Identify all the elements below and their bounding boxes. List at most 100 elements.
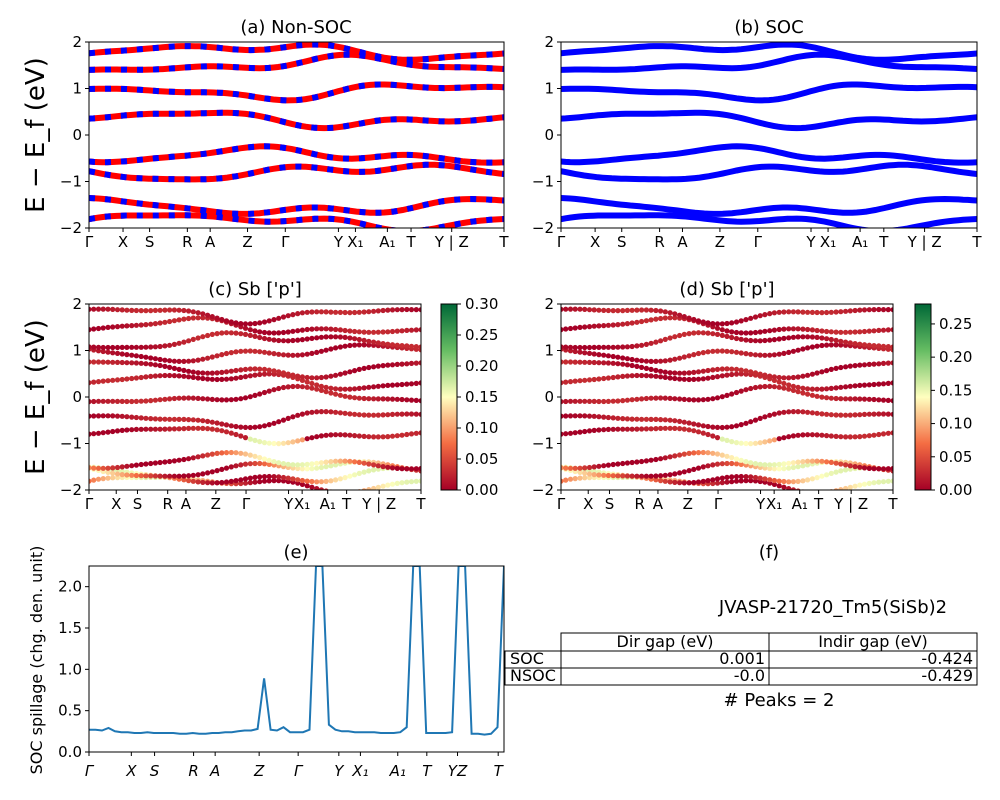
d-point	[719, 366, 725, 372]
d-point	[790, 487, 796, 490]
c-point	[361, 460, 367, 466]
c-point	[304, 351, 310, 357]
d-point	[596, 376, 602, 382]
d-point	[724, 366, 730, 372]
d-point	[833, 412, 839, 418]
c-point	[186, 338, 192, 344]
c-point	[304, 336, 310, 342]
c-xtick-label: A	[181, 495, 192, 513]
c-point	[223, 376, 230, 382]
a-xtick-label: Γ	[85, 233, 94, 251]
c-point	[261, 319, 268, 325]
d-point	[620, 473, 626, 479]
d-point	[653, 316, 659, 322]
c-point	[205, 355, 211, 361]
a-band-line	[89, 81, 504, 104]
d-point	[738, 461, 744, 467]
d-point	[577, 465, 583, 471]
d-point	[843, 434, 849, 440]
d-point	[710, 462, 716, 468]
d-point	[710, 331, 716, 337]
c-point	[186, 417, 192, 423]
d-point	[610, 473, 616, 479]
c-point	[323, 347, 329, 353]
d-point	[672, 311, 678, 317]
c-point	[290, 439, 296, 445]
c-point	[261, 389, 268, 396]
c-point	[110, 465, 116, 471]
c-point	[371, 308, 377, 314]
c-point	[162, 426, 168, 432]
d-point	[615, 354, 621, 360]
d-point	[852, 483, 858, 489]
c-point	[91, 465, 97, 471]
c-point	[228, 397, 234, 403]
c-point	[100, 465, 106, 471]
d-point	[795, 347, 801, 353]
d-point	[838, 487, 844, 490]
d-point	[724, 320, 730, 327]
c-point	[408, 411, 415, 417]
c-point	[219, 428, 225, 434]
d-point	[828, 336, 834, 343]
a-xtick-label: X	[118, 233, 128, 251]
c-point	[200, 375, 206, 382]
c-point	[143, 354, 149, 360]
d-point	[643, 373, 650, 379]
c-point	[214, 397, 220, 403]
d-point	[634, 426, 640, 432]
d-point	[861, 481, 868, 487]
c-point	[89, 399, 92, 405]
d-point	[733, 349, 740, 355]
d-point	[857, 396, 863, 402]
d-point	[686, 397, 692, 403]
c-point	[114, 413, 121, 419]
d-point	[667, 335, 673, 341]
d-point	[880, 466, 887, 472]
d-colorbar-label: 0.20	[939, 348, 972, 366]
a-ytick-label: −1	[60, 173, 82, 191]
d-point	[643, 458, 650, 464]
d-point	[871, 411, 877, 417]
c-point	[200, 315, 206, 321]
c-point	[337, 327, 343, 333]
d-point	[776, 461, 782, 467]
d-point	[639, 307, 645, 313]
d-point	[563, 326, 569, 332]
c-point	[181, 339, 187, 345]
d-point	[582, 475, 588, 481]
c-point	[195, 417, 201, 423]
d-point	[729, 371, 735, 378]
c-point	[271, 317, 277, 323]
d-point	[667, 370, 673, 376]
d-point	[677, 470, 683, 476]
c-point	[333, 309, 339, 315]
c-point	[91, 477, 97, 483]
d-point	[695, 479, 702, 485]
d-point	[686, 370, 692, 376]
d-point	[714, 395, 721, 401]
d-point	[857, 362, 863, 368]
d-point	[710, 396, 716, 402]
c-point	[195, 479, 201, 485]
d-point	[653, 358, 659, 364]
d-point	[771, 411, 778, 417]
a-ytick-label: −2	[60, 219, 82, 237]
c-point	[342, 343, 348, 349]
d-point	[885, 344, 891, 350]
d-point	[586, 471, 593, 477]
c-point	[200, 425, 206, 431]
c-point	[385, 482, 391, 488]
c-point	[176, 416, 182, 422]
b-xtick-label: R	[654, 233, 664, 251]
c-point	[371, 384, 377, 390]
c-point	[223, 330, 230, 336]
a-band-line	[89, 212, 504, 228]
c-point	[100, 306, 106, 312]
c-point	[209, 354, 215, 360]
a-xtick-label: Γ	[281, 233, 290, 251]
d-point	[601, 472, 607, 478]
d-point	[790, 460, 797, 466]
d-point	[819, 342, 825, 349]
c-point	[413, 466, 419, 472]
